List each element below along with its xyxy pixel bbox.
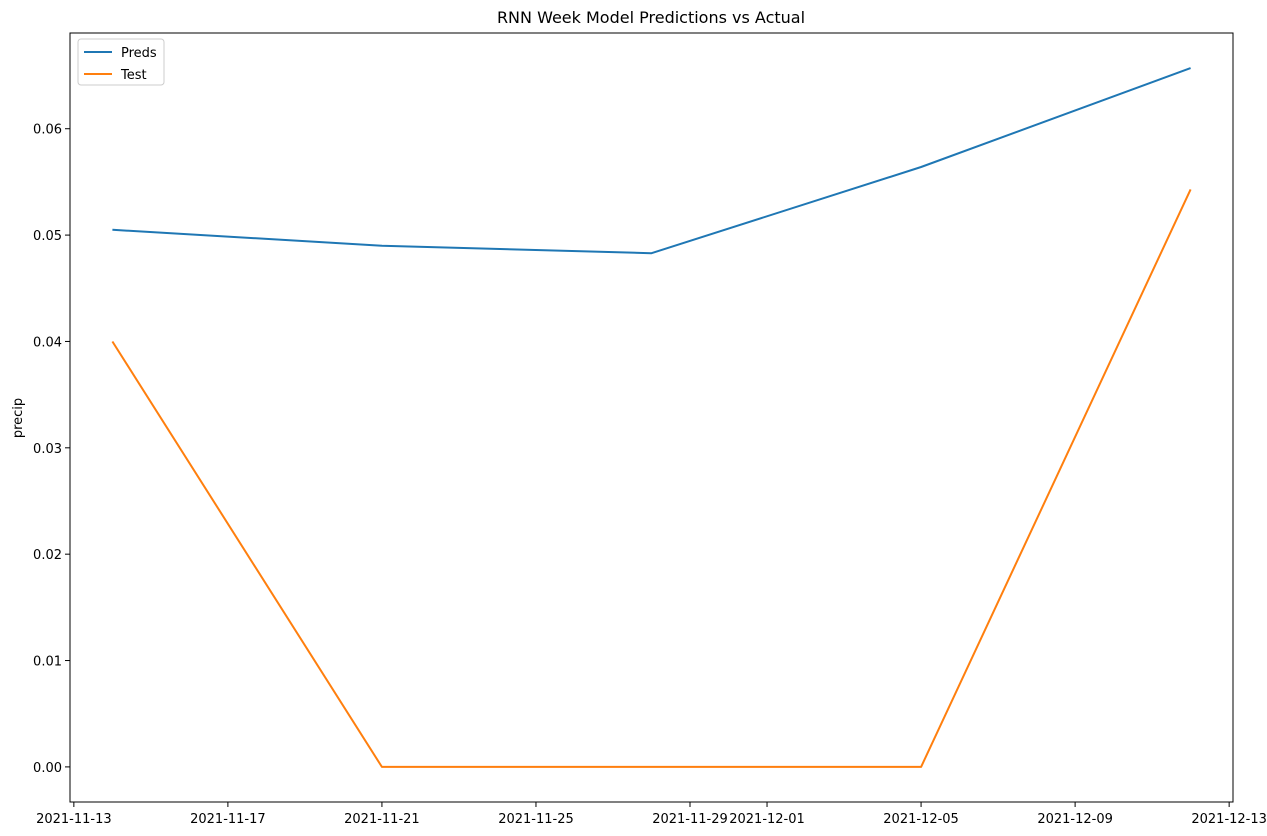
y-tick-label: 0.04: [33, 335, 62, 350]
x-tick-label: 2021-12-01: [729, 812, 805, 827]
y-axis-label: precip: [11, 398, 26, 438]
x-tick-label: 2021-12-05: [883, 812, 959, 827]
y-tick-label: 0.02: [33, 548, 62, 563]
series-line-test: [111, 188, 1192, 768]
x-tick-label: 2021-11-21: [344, 812, 420, 827]
data-point-test: [651, 766, 652, 767]
data-point-preds: [112, 229, 113, 230]
x-tick-label: 2021-11-25: [498, 812, 574, 827]
y-tick-label: 0.03: [33, 442, 62, 457]
data-point-test: [112, 341, 113, 342]
y-tick-label: 0.06: [33, 123, 62, 138]
data-point-test: [921, 766, 922, 767]
plot-frame: [69, 32, 1234, 803]
plot-area: 0.00 0.01 0.02 0.03 0.04 0.05 0.06 2021-11-13 20…: [33, 32, 1267, 827]
legend: Preds Test: [77, 38, 165, 86]
chart-title: RNN Week Model Predictions vs Actual: [497, 8, 805, 27]
data-point-test: [1190, 189, 1191, 190]
data-point-test: [381, 766, 382, 767]
legend-label: Preds: [121, 46, 157, 61]
data-point-preds: [1190, 68, 1191, 69]
x-tick-label: 2021-11-13: [36, 812, 112, 827]
x-tick-label: 2021-12-13: [1191, 812, 1267, 827]
data-point-preds: [381, 245, 382, 246]
y-tick-label: 0.00: [33, 761, 62, 776]
data-point-preds: [921, 167, 922, 168]
x-tick-label: 2021-11-17: [190, 812, 266, 827]
data-point-preds: [651, 253, 652, 254]
series-line-preds: [112, 67, 1191, 255]
x-tick-label: 2021-12-09: [1037, 812, 1113, 827]
x-tick-label: 2021-11-29: [652, 812, 728, 827]
legend-label: Test: [120, 68, 147, 83]
y-tick-label: 0.01: [33, 655, 62, 670]
y-tick-label: 0.05: [33, 229, 62, 244]
